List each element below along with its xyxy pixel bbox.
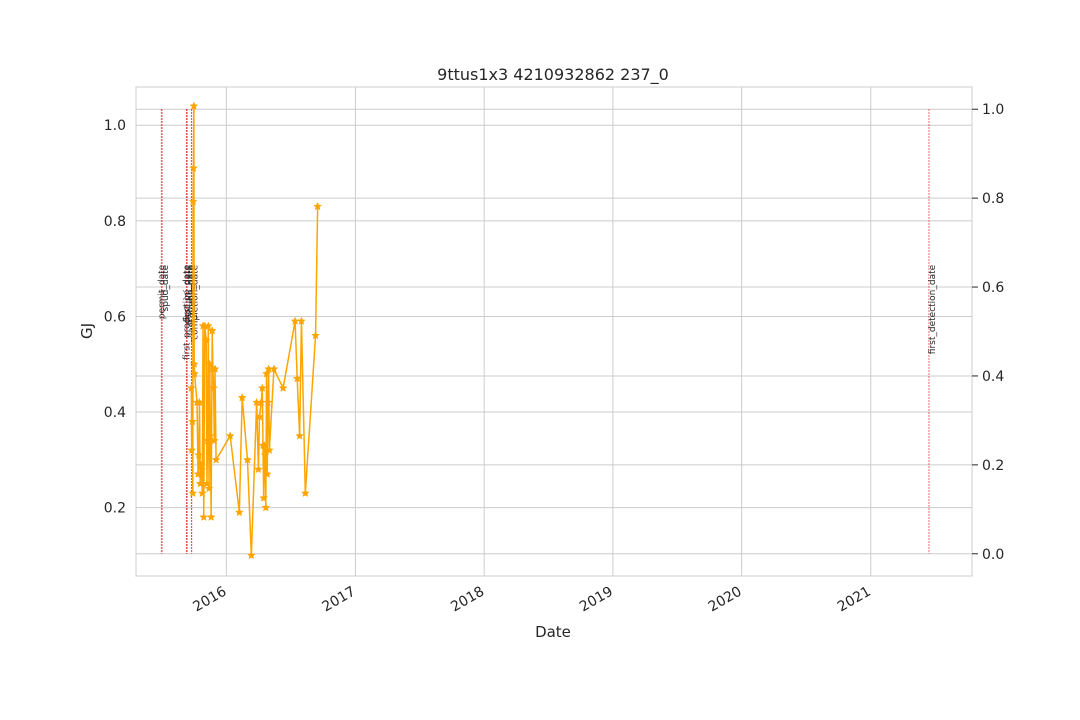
data-point [188,488,198,498]
y2-tick-label: 0.4 [982,369,1004,385]
data-point [263,397,273,407]
data-point [243,455,252,464]
data-point [188,197,198,206]
x-axis-label: Date [535,623,571,641]
reference-line-label: first_detection_date [928,264,938,354]
data-point [246,550,256,560]
data-point [190,369,199,378]
data-point [300,488,310,498]
y-tick-label: 0.8 [104,214,126,230]
data-point [260,450,270,459]
data-point [264,445,274,455]
chart-title: 9ttus1x3 4210932862 237_0 [437,65,669,85]
y-tick-label: 0.4 [104,405,126,421]
y2-tick-label: 0.8 [982,191,1004,207]
y-tick-labels: 0.2 0.4 0.6 0.8 1.0 [104,118,126,516]
x-tick-label: 2017 [320,584,359,616]
data-point [206,512,216,521]
reference-line-label: first_production_date [182,264,192,360]
y2-tick-label: 0.0 [982,547,1004,563]
data-point [209,436,219,445]
data-point [199,512,209,521]
reference-line-label: permit_date [157,264,167,319]
reference-line-label: first_inj_date [183,264,193,322]
x-tick-label: 2019 [577,584,616,616]
data-point [205,359,215,369]
data-point [234,507,244,517]
data-point [207,326,217,335]
reference-line-label: completion_date [190,264,200,339]
data-point [189,359,199,369]
reference-line-label: spud_date [161,264,171,311]
data-point [253,464,263,474]
reference-line-label: frac_job_date [186,264,196,325]
y2-tick-labels: 0.0 0.2 0.4 0.6 0.8 1.0 [972,102,1004,563]
data-point [297,316,306,325]
data-point [205,431,215,440]
x-tick-labels: 2016 2017 2018 2019 2020 2021 [190,584,873,616]
data-point [211,455,221,464]
data-point [259,440,269,450]
x-tick-label: 2020 [706,584,745,616]
data-point [204,483,214,493]
data-point [237,393,247,402]
data-point [195,397,204,407]
y2-tick-label: 1.0 [982,102,1004,118]
data-point [255,412,264,421]
data-point [261,503,271,512]
y-tick-label: 0.6 [104,309,126,325]
data-point [262,369,271,378]
data-point [188,416,197,426]
data-point [187,445,197,455]
grid-lines [136,87,972,576]
series-layer [186,101,323,560]
data-point [194,450,204,459]
data-point [295,431,305,440]
data-point [292,373,302,383]
plot-frame [135,86,973,577]
x-tick-label: 2021 [835,584,874,616]
data-point [313,201,323,211]
data-point [210,364,220,373]
x-tick-label: 2016 [190,584,229,616]
data-point [259,493,269,502]
data-point [196,459,206,469]
data-point [225,431,235,440]
data-point [311,330,320,340]
x-tick-label: 2018 [448,584,487,616]
y-tick-label: 0.2 [104,501,126,517]
data-point [189,163,198,173]
data-point [203,321,213,330]
y2-tick-label: 0.2 [982,458,1004,474]
y-axis-label: GJ [78,323,96,339]
data-point [269,364,279,373]
y-tick-label: 1.0 [104,118,126,134]
data-point [278,383,288,392]
data-point [197,464,207,474]
data-point [257,383,267,392]
data-point [201,335,211,345]
data-point [197,488,207,498]
data-point [209,383,219,392]
data-point [189,101,199,110]
y2-tick-label: 0.6 [982,280,1004,296]
data-point [262,469,272,478]
data-point [186,383,196,392]
